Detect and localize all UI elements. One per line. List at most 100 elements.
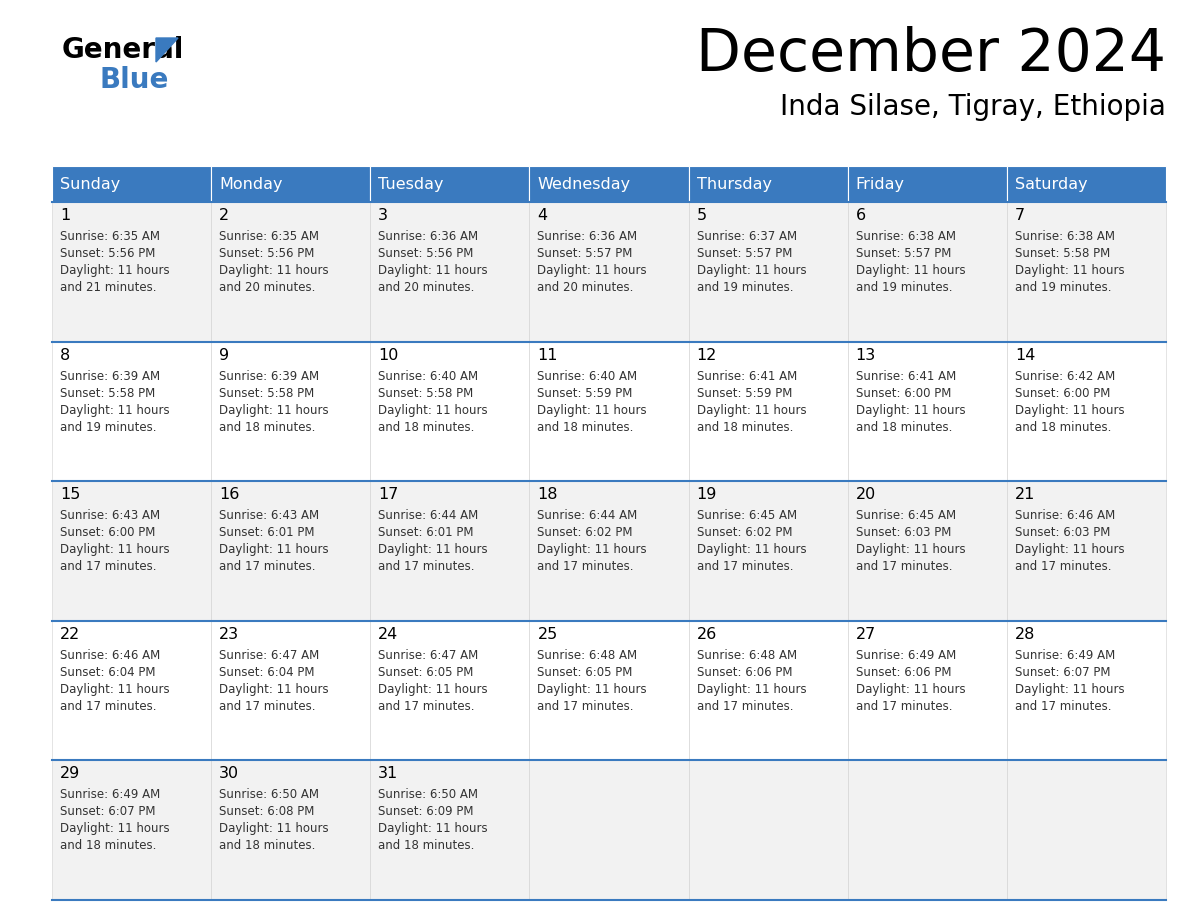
Text: 21: 21 (1015, 487, 1035, 502)
Text: and 17 minutes.: and 17 minutes. (1015, 560, 1111, 573)
Text: Daylight: 11 hours: Daylight: 11 hours (537, 683, 647, 696)
Text: Sunset: 6:00 PM: Sunset: 6:00 PM (1015, 386, 1111, 399)
Bar (1007, 341, 1165, 481)
Text: Sunrise: 6:48 AM: Sunrise: 6:48 AM (696, 649, 797, 662)
Text: Sunrise: 6:46 AM: Sunrise: 6:46 AM (1015, 509, 1116, 522)
Text: 8: 8 (61, 348, 70, 363)
Text: and 18 minutes.: and 18 minutes. (696, 420, 792, 433)
Text: Sunrise: 6:48 AM: Sunrise: 6:48 AM (537, 649, 638, 662)
Bar (1007, 202, 1165, 341)
Text: Daylight: 11 hours: Daylight: 11 hours (855, 404, 966, 417)
Text: 1: 1 (61, 208, 70, 223)
Text: Blue: Blue (100, 66, 170, 94)
Text: Sunset: 6:04 PM: Sunset: 6:04 PM (61, 666, 156, 678)
Bar (1007, 166, 1165, 202)
Bar (211, 166, 371, 202)
Text: and 18 minutes.: and 18 minutes. (61, 839, 157, 853)
Text: and 17 minutes.: and 17 minutes. (61, 560, 157, 573)
Bar (530, 341, 689, 481)
Text: Sunrise: 6:43 AM: Sunrise: 6:43 AM (61, 509, 160, 522)
Text: and 17 minutes.: and 17 minutes. (61, 700, 157, 712)
Bar (371, 621, 530, 760)
Text: Daylight: 11 hours: Daylight: 11 hours (219, 683, 329, 696)
Text: 24: 24 (378, 627, 398, 642)
Text: Daylight: 11 hours: Daylight: 11 hours (855, 543, 966, 556)
Text: Daylight: 11 hours: Daylight: 11 hours (537, 264, 647, 277)
Text: 3: 3 (378, 208, 388, 223)
Text: 27: 27 (855, 627, 876, 642)
Bar (530, 166, 689, 202)
Text: and 20 minutes.: and 20 minutes. (537, 281, 634, 294)
Text: and 19 minutes.: and 19 minutes. (696, 281, 794, 294)
Bar (52, 341, 211, 481)
Text: Tuesday: Tuesday (378, 176, 444, 192)
Text: Sunset: 5:57 PM: Sunset: 5:57 PM (537, 247, 633, 260)
Bar (52, 481, 211, 621)
Bar (848, 621, 1007, 760)
Text: Daylight: 11 hours: Daylight: 11 hours (537, 404, 647, 417)
Text: Daylight: 11 hours: Daylight: 11 hours (1015, 683, 1125, 696)
Text: Daylight: 11 hours: Daylight: 11 hours (696, 683, 807, 696)
Text: Daylight: 11 hours: Daylight: 11 hours (378, 823, 488, 835)
Text: and 17 minutes.: and 17 minutes. (378, 560, 475, 573)
Text: Daylight: 11 hours: Daylight: 11 hours (696, 404, 807, 417)
Bar (371, 481, 530, 621)
Bar (848, 481, 1007, 621)
Text: Sunrise: 6:43 AM: Sunrise: 6:43 AM (219, 509, 320, 522)
Text: Friday: Friday (855, 176, 905, 192)
Text: Sunset: 5:59 PM: Sunset: 5:59 PM (537, 386, 633, 399)
Text: 12: 12 (696, 348, 716, 363)
Text: Sunrise: 6:44 AM: Sunrise: 6:44 AM (537, 509, 638, 522)
Text: Sunset: 6:05 PM: Sunset: 6:05 PM (537, 666, 633, 678)
Bar (848, 166, 1007, 202)
Bar (689, 166, 848, 202)
Text: and 17 minutes.: and 17 minutes. (696, 700, 794, 712)
Text: and 21 minutes.: and 21 minutes. (61, 281, 157, 294)
Text: 20: 20 (855, 487, 876, 502)
Text: and 18 minutes.: and 18 minutes. (378, 839, 475, 853)
Bar (52, 166, 211, 202)
Text: Daylight: 11 hours: Daylight: 11 hours (61, 264, 170, 277)
Text: Sunset: 6:07 PM: Sunset: 6:07 PM (61, 805, 156, 819)
Text: 13: 13 (855, 348, 876, 363)
Bar (211, 621, 371, 760)
Bar (52, 621, 211, 760)
Text: and 17 minutes.: and 17 minutes. (855, 700, 953, 712)
Text: Sunset: 5:58 PM: Sunset: 5:58 PM (61, 386, 156, 399)
Bar (1007, 760, 1165, 900)
Text: Sunrise: 6:39 AM: Sunrise: 6:39 AM (219, 370, 320, 383)
Text: Sunset: 6:08 PM: Sunset: 6:08 PM (219, 805, 315, 819)
Text: Daylight: 11 hours: Daylight: 11 hours (61, 543, 170, 556)
Bar (848, 341, 1007, 481)
Text: Sunrise: 6:42 AM: Sunrise: 6:42 AM (1015, 370, 1116, 383)
Text: Daylight: 11 hours: Daylight: 11 hours (1015, 404, 1125, 417)
Bar (211, 481, 371, 621)
Text: Sunrise: 6:40 AM: Sunrise: 6:40 AM (537, 370, 638, 383)
Text: Sunrise: 6:38 AM: Sunrise: 6:38 AM (1015, 230, 1114, 243)
Text: Sunrise: 6:49 AM: Sunrise: 6:49 AM (61, 789, 160, 801)
Text: Saturday: Saturday (1015, 176, 1087, 192)
Text: Sunset: 6:03 PM: Sunset: 6:03 PM (855, 526, 952, 539)
Text: and 17 minutes.: and 17 minutes. (855, 560, 953, 573)
Text: Wednesday: Wednesday (537, 176, 631, 192)
Text: Sunrise: 6:36 AM: Sunrise: 6:36 AM (537, 230, 638, 243)
Text: Sunset: 5:58 PM: Sunset: 5:58 PM (219, 386, 315, 399)
Bar (371, 341, 530, 481)
Bar (848, 202, 1007, 341)
Bar (211, 202, 371, 341)
Text: 2: 2 (219, 208, 229, 223)
Text: Sunrise: 6:36 AM: Sunrise: 6:36 AM (378, 230, 479, 243)
Text: 25: 25 (537, 627, 557, 642)
Text: Daylight: 11 hours: Daylight: 11 hours (61, 823, 170, 835)
Bar (530, 760, 689, 900)
Text: Sunrise: 6:49 AM: Sunrise: 6:49 AM (1015, 649, 1116, 662)
Text: Daylight: 11 hours: Daylight: 11 hours (378, 683, 488, 696)
Text: Sunrise: 6:47 AM: Sunrise: 6:47 AM (219, 649, 320, 662)
Text: and 17 minutes.: and 17 minutes. (696, 560, 794, 573)
Text: and 20 minutes.: and 20 minutes. (378, 281, 475, 294)
Text: and 19 minutes.: and 19 minutes. (855, 281, 953, 294)
Text: General: General (62, 36, 184, 64)
Text: Daylight: 11 hours: Daylight: 11 hours (61, 404, 170, 417)
Text: Daylight: 11 hours: Daylight: 11 hours (537, 543, 647, 556)
Text: and 17 minutes.: and 17 minutes. (219, 700, 316, 712)
